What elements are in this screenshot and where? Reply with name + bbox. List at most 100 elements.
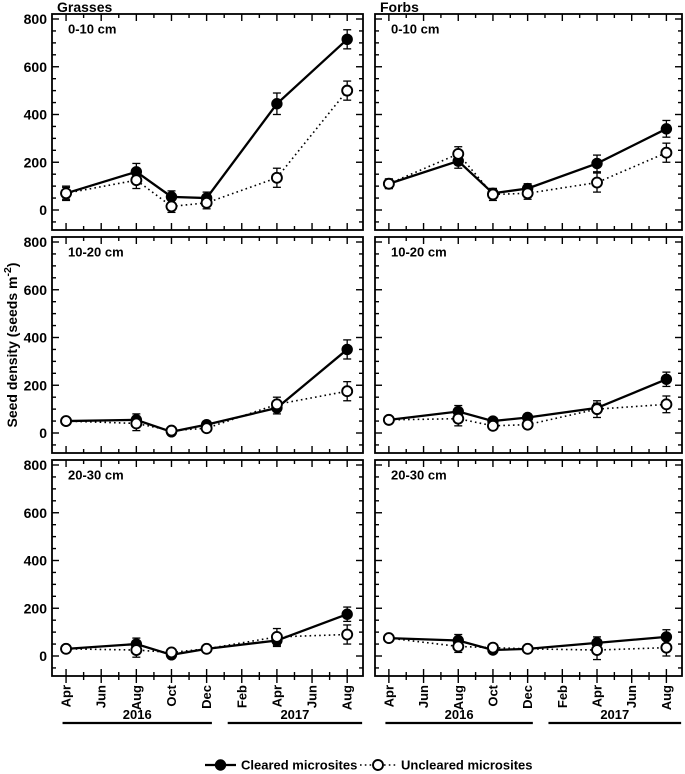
year-label: 2017 <box>280 707 309 722</box>
panel-frame <box>51 236 364 454</box>
uncleared-marker <box>130 174 143 187</box>
uncleared-marker <box>591 403 603 416</box>
legend-cleared-marker-icon <box>214 759 227 771</box>
uncleared-marker <box>165 424 178 437</box>
uncleared-marker <box>165 646 178 659</box>
uncleared-marker <box>130 644 143 656</box>
uncleared-marker <box>521 642 534 655</box>
y-tick-label: 800 <box>24 457 48 473</box>
uncleared-marker <box>270 630 283 643</box>
x-tick-label: Jun <box>624 685 639 708</box>
x-tick-label: Aug <box>340 685 355 710</box>
y-axis-ticks <box>52 464 363 669</box>
panel-grasses-10-20cm: 0 200 400 600 800 10-20 cm <box>24 234 364 454</box>
column-title: Grasses <box>57 0 112 15</box>
x-tick-label: Feb <box>234 685 249 708</box>
y-axis-ticks <box>375 241 682 446</box>
depth-label: 0-10 cm <box>68 22 116 37</box>
x-tick-label: Jun <box>305 685 320 708</box>
depth-label: 0-10 cm <box>391 22 439 37</box>
year-label: 2016 <box>445 707 474 722</box>
uncleared-marker <box>660 146 673 159</box>
panel-frame <box>374 236 683 454</box>
cleared-marker <box>660 123 673 135</box>
uncleared-marker <box>382 177 395 190</box>
series-line-uncleared <box>66 390 348 432</box>
y-tick-label: 0 <box>39 202 47 218</box>
panel-forbs-0-10cm: Forbs 0-10 cm <box>374 0 683 231</box>
uncleared-marker <box>382 632 395 645</box>
year-label: 2016 <box>123 707 152 722</box>
legend-cleared-label: Cleared microsites <box>241 758 357 773</box>
uncleared-marker <box>452 147 465 160</box>
x-tick-label: Dec <box>199 685 214 709</box>
uncleared-marker <box>200 422 213 435</box>
uncleared-marker <box>660 398 673 411</box>
uncleared-marker <box>591 644 603 656</box>
series-line-uncleared <box>388 151 667 196</box>
x-axis-ticks <box>65 460 348 683</box>
x-axis-ticks <box>388 14 668 230</box>
uncleared-marker <box>486 419 499 432</box>
series-line-cleared <box>66 348 348 433</box>
uncleared-marker <box>270 171 283 184</box>
x-tick-label: Aug <box>129 685 144 710</box>
cleared-marker <box>591 157 603 170</box>
cleared-marker <box>271 98 283 110</box>
series-line-cleared <box>388 635 667 652</box>
uncleared-marker <box>270 398 283 411</box>
y-tick-label: 200 <box>24 154 48 170</box>
cleared-marker <box>341 343 353 356</box>
depth-label: 20-30 cm <box>391 468 447 483</box>
y-tick-label: 600 <box>24 505 48 521</box>
x-tick-label: Apr <box>590 685 605 707</box>
x-axis-ticks <box>65 14 348 230</box>
uncleared-marker <box>591 176 603 189</box>
uncleared-marker <box>200 196 213 209</box>
panel-forbs-10-20cm: 10-20 cm <box>374 236 683 454</box>
panel-frame <box>374 459 683 677</box>
uncleared-marker <box>452 412 465 425</box>
x-tick-label: Jun <box>94 685 109 708</box>
y-axis-ticks <box>375 18 682 223</box>
y-tick-label: 0 <box>39 648 47 664</box>
panel-frame <box>51 13 364 231</box>
y-tick-label: 400 <box>24 107 48 123</box>
uncleared-marker <box>60 415 73 428</box>
series-line-cleared <box>65 613 348 656</box>
year-label: 2017 <box>600 707 629 722</box>
uncleared-marker <box>486 641 499 654</box>
error-bars <box>62 29 352 214</box>
depth-label: 10-20 cm <box>68 245 124 260</box>
legend: Cleared microsites Uncleared microsites <box>205 758 533 773</box>
panel-grasses-20-30cm: 0 200 400 600 800 20-30 cm Apr Jun Aug Oct Dec Feb A… <box>24 457 364 725</box>
x-tick-label: Aug <box>451 685 466 710</box>
uncleared-marker <box>382 413 395 426</box>
uncleared-marker <box>486 188 499 201</box>
x-tick-label: Apr <box>381 685 396 707</box>
x-axis-ticks <box>388 460 668 683</box>
uncleared-marker <box>200 642 213 655</box>
series-line-uncleared <box>65 90 348 208</box>
y-axis-ticks <box>375 464 682 669</box>
depth-label: 20-30 cm <box>68 468 124 483</box>
x-tick-label: Oct <box>485 684 500 706</box>
uncleared-marker <box>521 187 534 200</box>
cleared-marker <box>341 33 353 45</box>
series-line-uncleared <box>388 637 667 651</box>
panel-frame <box>51 459 364 677</box>
uncleared-marker <box>341 385 354 398</box>
uncleared-marker <box>60 642 73 655</box>
series-line-cleared <box>388 378 667 423</box>
uncleared-marker <box>130 417 143 430</box>
series-line-uncleared <box>66 633 348 654</box>
depth-label: 10-20 cm <box>391 245 447 260</box>
x-tick-label: Oct <box>164 684 179 706</box>
uncleared-marker <box>341 84 354 97</box>
x-tick-label: Aug <box>659 685 674 710</box>
x-axis-ticks <box>65 237 348 453</box>
y-tick-label: 400 <box>24 330 48 346</box>
